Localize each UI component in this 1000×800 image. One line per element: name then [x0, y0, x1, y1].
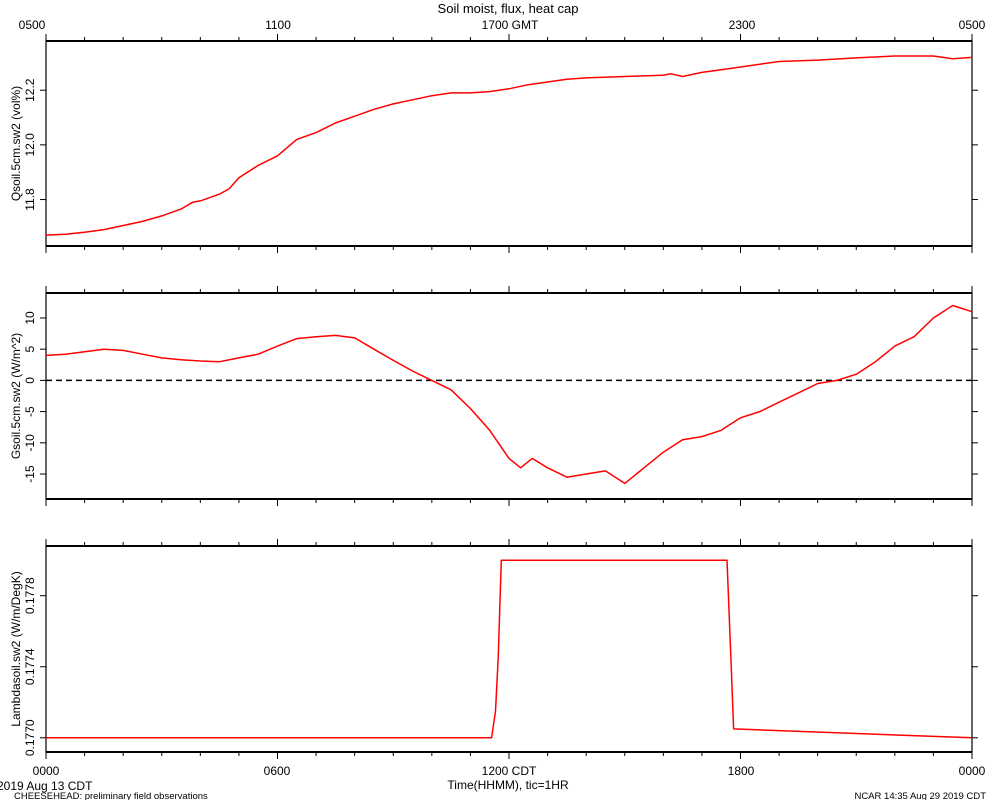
series-line — [46, 559, 973, 739]
y-tick-label: -15 — [23, 465, 37, 483]
bottom-tick-label: 1800 — [728, 764, 755, 778]
y-tick-label: -10 — [23, 434, 37, 452]
y-tick-label: 0.1778 — [23, 577, 37, 614]
series-line — [45, 55, 973, 236]
y-tick-label: 12.2 — [23, 78, 37, 102]
x-axis-label: Time(HHMM), tic=1HR — [447, 778, 569, 792]
y-tick-label: 0.1774 — [23, 648, 37, 685]
bottom-tick-label: 0000 — [959, 764, 986, 778]
y-tick-label: 0 — [23, 377, 37, 384]
generation-stamp: NCAR 14:35 Aug 29 2019 CDT — [855, 791, 987, 800]
top-tick-label: 1100 — [265, 18, 291, 32]
y-axis-label: Lambdasoil.sw2 (W/m/DegK) — [9, 571, 23, 726]
bottom-tick-label: 0600 — [264, 764, 291, 778]
top-tick-label: 2300 — [729, 18, 756, 32]
y-tick-label: 5 — [23, 346, 37, 353]
top-time-axis: 0500 1100 1700 GMT 2300 0500 — [19, 18, 986, 32]
y-tick-label: 11.8 — [23, 188, 37, 211]
bottom-time-axis: 0000 0600 1200 CDT 1800 0000 — [33, 764, 986, 778]
chart-title: Soil moist, flux, heat cap — [438, 1, 579, 16]
y-tick-label: -5 — [23, 406, 37, 417]
y-axis-label: Gsoil.5cm.sw2 (W/m^2) — [9, 333, 23, 459]
y-tick-label: 10 — [23, 311, 37, 325]
series-line — [45, 304, 973, 485]
project-note: CHEESEHEAD: preliminary field observatio… — [14, 791, 208, 800]
y-tick-label: 12.0 — [23, 133, 37, 157]
y-axis-label: Qsoil.5cm.sw2 (vol%) — [9, 86, 23, 201]
top-tick-label: 1700 GMT — [482, 18, 539, 32]
top-tick-label: 0500 — [959, 18, 986, 32]
date-label: 2019 Aug 13 CDT — [0, 779, 93, 793]
top-tick-label: 0500 — [19, 18, 46, 32]
bottom-tick-label: 0000 — [33, 764, 60, 778]
y-tick-label: 0.1770 — [23, 719, 37, 756]
bottom-tick-label: 1200 CDT — [482, 764, 537, 778]
